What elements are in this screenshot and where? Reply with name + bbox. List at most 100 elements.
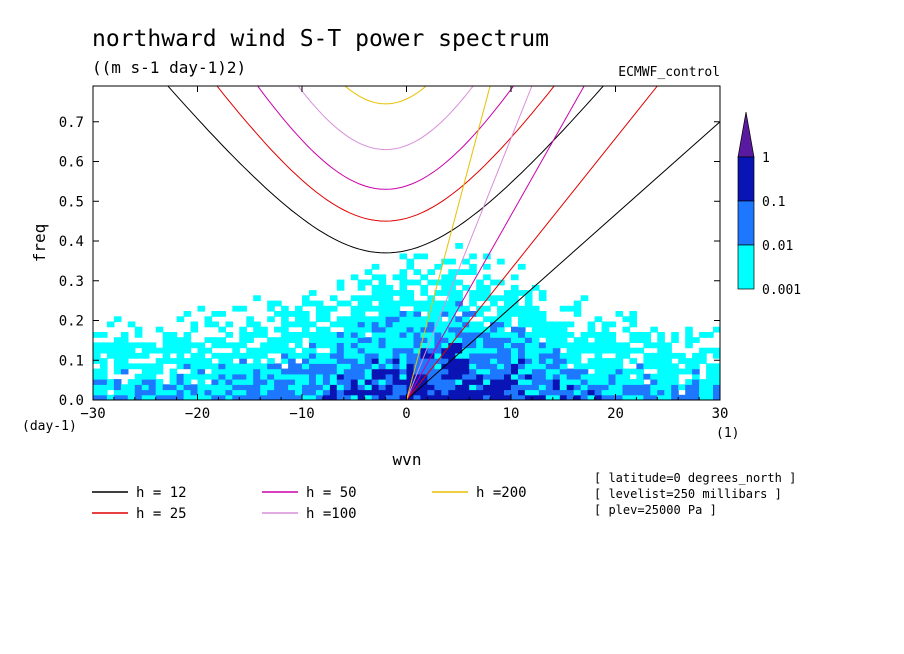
heatmap-cell <box>371 305 380 312</box>
heatmap-cell <box>657 384 665 391</box>
heatmap-cell <box>392 305 401 312</box>
heatmap-cell <box>594 368 603 375</box>
heatmap-cell <box>685 368 693 375</box>
heatmap-cell <box>211 337 219 343</box>
heatmap-cell <box>615 394 624 400</box>
heatmap-cell <box>246 347 254 354</box>
heatmap-cell <box>462 363 470 370</box>
heatmap-cell <box>524 332 533 338</box>
heatmap-cell <box>239 305 247 312</box>
heatmap-cell <box>448 379 456 385</box>
heatmap-cell <box>364 347 373 354</box>
heatmap-cell <box>204 316 213 323</box>
heatmap-cell <box>399 321 408 328</box>
heatmap-cell <box>615 384 624 391</box>
heatmap-cell <box>573 363 582 370</box>
heatmap-cell <box>232 384 240 391</box>
heatmap-cell <box>239 342 247 349</box>
heatmap-cell <box>657 389 665 396</box>
heatmap-cell <box>378 347 387 354</box>
heatmap-cell <box>190 394 199 400</box>
heatmap-cell <box>476 358 484 364</box>
heatmap-cell <box>441 373 449 380</box>
heatmap-cell <box>162 337 171 343</box>
heatmap-cell <box>434 316 442 323</box>
heatmap-cell <box>406 300 415 307</box>
heatmap-cell <box>545 332 554 338</box>
heatmap-cell <box>469 337 477 343</box>
heatmap-cell <box>315 379 324 385</box>
heatmap-cell <box>531 316 540 323</box>
legend-label: h = 50 <box>306 485 357 501</box>
heatmap-cell <box>476 284 484 291</box>
heatmap-cell <box>343 394 352 400</box>
heatmap-cell <box>309 358 317 364</box>
heatmap-cell <box>232 379 240 385</box>
heatmap-cell <box>350 379 359 385</box>
heatmap-cell <box>469 263 477 270</box>
heatmap-cell <box>385 368 394 375</box>
heatmap-cell <box>448 347 456 354</box>
heatmap-cell <box>176 352 185 359</box>
heatmap-cell <box>371 332 380 338</box>
heatmap-cell <box>225 373 233 380</box>
heatmap-cell <box>106 384 115 391</box>
heatmap-cell <box>322 368 331 375</box>
heatmap-cell <box>601 326 610 333</box>
heatmap-cell <box>267 316 275 323</box>
heatmap-cell <box>267 305 275 312</box>
heatmap-cell <box>706 379 714 385</box>
heatmap-cell <box>225 352 233 359</box>
heatmap-cell <box>302 311 310 317</box>
heatmap-cell <box>218 394 226 400</box>
heatmap-cell <box>483 358 491 364</box>
heatmap-cell <box>524 321 533 328</box>
heatmap-cell <box>281 342 289 349</box>
heatmap-cell <box>713 384 720 391</box>
heatmap-cell <box>246 352 254 359</box>
heatmap-cell <box>413 379 422 385</box>
heatmap-cell <box>692 384 700 391</box>
x-tick-label: −10 <box>289 406 314 422</box>
heatmap-cell <box>343 316 352 323</box>
heatmap-cell <box>538 311 547 317</box>
heatmap-cell <box>100 379 108 385</box>
heatmap-cell <box>524 300 533 307</box>
heatmap-cell <box>392 316 401 323</box>
heatmap-cell <box>309 300 317 307</box>
heatmap-cell <box>566 384 575 391</box>
heatmap-cell <box>371 274 380 281</box>
heatmap-cell <box>190 342 199 349</box>
heatmap-cell <box>399 279 408 286</box>
heatmap-cell <box>657 373 665 380</box>
heatmap-cell <box>573 347 582 354</box>
heatmap-cell <box>504 379 512 385</box>
y-tick-label: 0.1 <box>59 353 84 369</box>
heatmap-cell <box>511 326 519 333</box>
heatmap-cell <box>420 358 428 364</box>
heatmap-cell <box>580 373 589 380</box>
heatmap-cell <box>441 326 449 333</box>
heatmap-cell <box>232 342 240 349</box>
heatmap-cell <box>713 394 720 400</box>
heatmap-cell <box>594 389 603 396</box>
heatmap-cell <box>566 305 575 312</box>
heatmap-cell <box>650 394 658 400</box>
heatmap-cell <box>288 337 296 343</box>
heatmap-cell <box>155 358 164 364</box>
heatmap-cell <box>211 389 219 396</box>
heatmap-cell <box>420 373 428 380</box>
heatmap-cell <box>302 389 310 396</box>
heatmap-cell <box>427 342 435 349</box>
heatmap-cell <box>246 394 254 400</box>
heatmap-cell <box>364 305 373 312</box>
heatmap-cell <box>559 342 568 349</box>
heatmap-cell <box>399 358 408 364</box>
heatmap-cell <box>552 394 561 400</box>
heatmap-cell <box>336 332 345 338</box>
heatmap-cell <box>329 347 338 354</box>
heatmap-cell <box>246 321 254 328</box>
heatmap-cell <box>518 337 526 343</box>
heatmap-cell <box>587 384 596 391</box>
chart-subtitle: ((m s-1 day-1)2) <box>92 58 246 77</box>
